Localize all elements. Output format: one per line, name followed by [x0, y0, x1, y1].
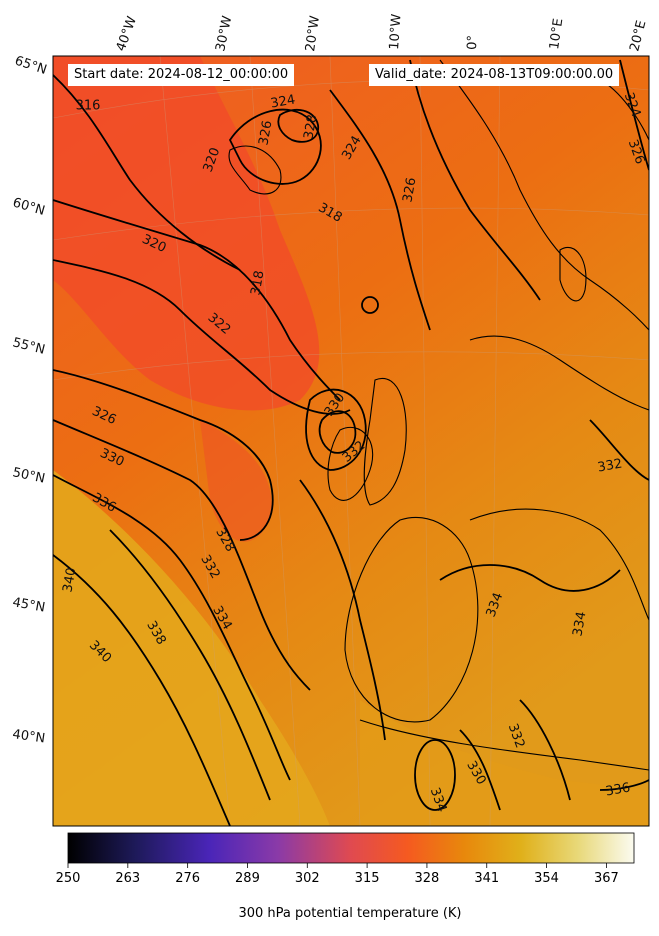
coastlines — [228, 59, 649, 771]
colorbar-tick-label: 341 — [474, 871, 500, 886]
contour-318-north — [53, 74, 241, 271]
colorbar-tick-label: 315 — [354, 871, 380, 886]
contour-326 — [53, 369, 274, 541]
lat-label-45n: 45°N — [11, 595, 46, 615]
colorbar-ticks — [67, 863, 607, 868]
coast-baltic — [469, 335, 649, 411]
lon-label-20e: 20°E — [627, 19, 649, 53]
contour-336-south — [599, 779, 649, 791]
contour-label: 326 — [400, 176, 419, 203]
start-date-label: Start date: 2024-08-12_00:00:00 — [68, 64, 295, 86]
contour-334-east — [439, 564, 621, 592]
contour-330-south — [459, 729, 501, 811]
cold-region-northwest — [53, 56, 320, 411]
colorbar-tick-label: 328 — [414, 871, 440, 886]
contour-label: 324 — [269, 92, 296, 111]
lon-label-10w: 10°W — [387, 13, 404, 50]
colorbar-tick-label: 302 — [294, 871, 320, 886]
contour-label: 316 — [76, 99, 101, 114]
lat-label-65n: 65°N — [13, 54, 49, 78]
contour-label: 318 — [248, 269, 267, 296]
lon-label-30w: 30°W — [213, 14, 235, 52]
warm-region-south — [360, 700, 649, 826]
coast-norway — [439, 59, 649, 331]
contour-340 — [53, 554, 231, 826]
lon-label-10e: 10°E — [547, 18, 566, 51]
colorbar-tick-label: 354 — [534, 871, 559, 886]
contour-330-loop — [305, 388, 367, 471]
contour-328-loop — [228, 108, 322, 185]
coast-iceland — [228, 145, 282, 195]
contour-338 — [109, 529, 271, 801]
lat-label-50n: 50°N — [11, 465, 46, 486]
colorbar — [67, 832, 635, 864]
contour-label: 326 — [256, 119, 275, 146]
contour-label: 328 — [301, 113, 320, 140]
contour-332-south — [519, 699, 571, 801]
warm-region-southwest — [53, 470, 330, 826]
colorbar-tick-label: 289 — [235, 871, 260, 886]
contour-328-inner — [277, 108, 319, 143]
contour-330 — [53, 419, 311, 691]
contour-322 — [53, 259, 351, 415]
longitude-labels: 40°W 30°W 20°W 10°W 0° 10°E 20°E — [114, 13, 650, 53]
contour-324-ne — [619, 59, 649, 171]
contour-label: 334 — [570, 610, 589, 637]
colorbar-tick-label: 276 — [175, 871, 201, 886]
lat-label-40n: 40°N — [11, 727, 46, 746]
lon-label-40w: 40°W — [114, 14, 140, 53]
coast-france-italy — [469, 508, 649, 621]
contour-small-loop-1 — [361, 296, 379, 314]
contour-label: 336 — [604, 780, 631, 799]
contour-332-mid — [299, 479, 386, 741]
latitude-labels: 65°N 60°N 55°N 50°N 45°N 40°N — [11, 54, 49, 747]
colorbar-title: 300 hPa potential temperature (K) — [238, 906, 462, 921]
colorbar-tick-label: 250 — [55, 871, 81, 886]
map-frame — [52, 55, 650, 827]
contour-332-loop — [318, 410, 357, 454]
lon-label-20w: 20°W — [303, 15, 323, 53]
colorbar-tick-label: 367 — [593, 871, 619, 886]
contour-326-east — [409, 59, 541, 301]
contour-332-east — [589, 419, 649, 481]
coast-britain — [363, 377, 407, 506]
contour-small-loop-2 — [414, 739, 456, 811]
valid-date-label: Valid_date: 2024-08-13T09:00:00.00 — [369, 64, 620, 86]
lat-label-55n: 55°N — [11, 335, 46, 357]
contour-336 — [53, 474, 291, 781]
contour-320 — [53, 199, 341, 401]
lat-label-60n: 60°N — [11, 195, 47, 218]
lon-label-0: 0° — [465, 35, 481, 50]
coast-iberia — [344, 516, 479, 723]
colorbar-tick-label: 263 — [115, 871, 141, 886]
graticule — [53, 56, 649, 826]
contour-label: 332 — [596, 456, 623, 475]
contour-lines — [53, 59, 649, 826]
coast-north-africa — [359, 719, 649, 771]
contour-label: 340 — [60, 566, 79, 593]
coast-denmark — [559, 247, 587, 302]
contour-324-east — [329, 89, 431, 331]
